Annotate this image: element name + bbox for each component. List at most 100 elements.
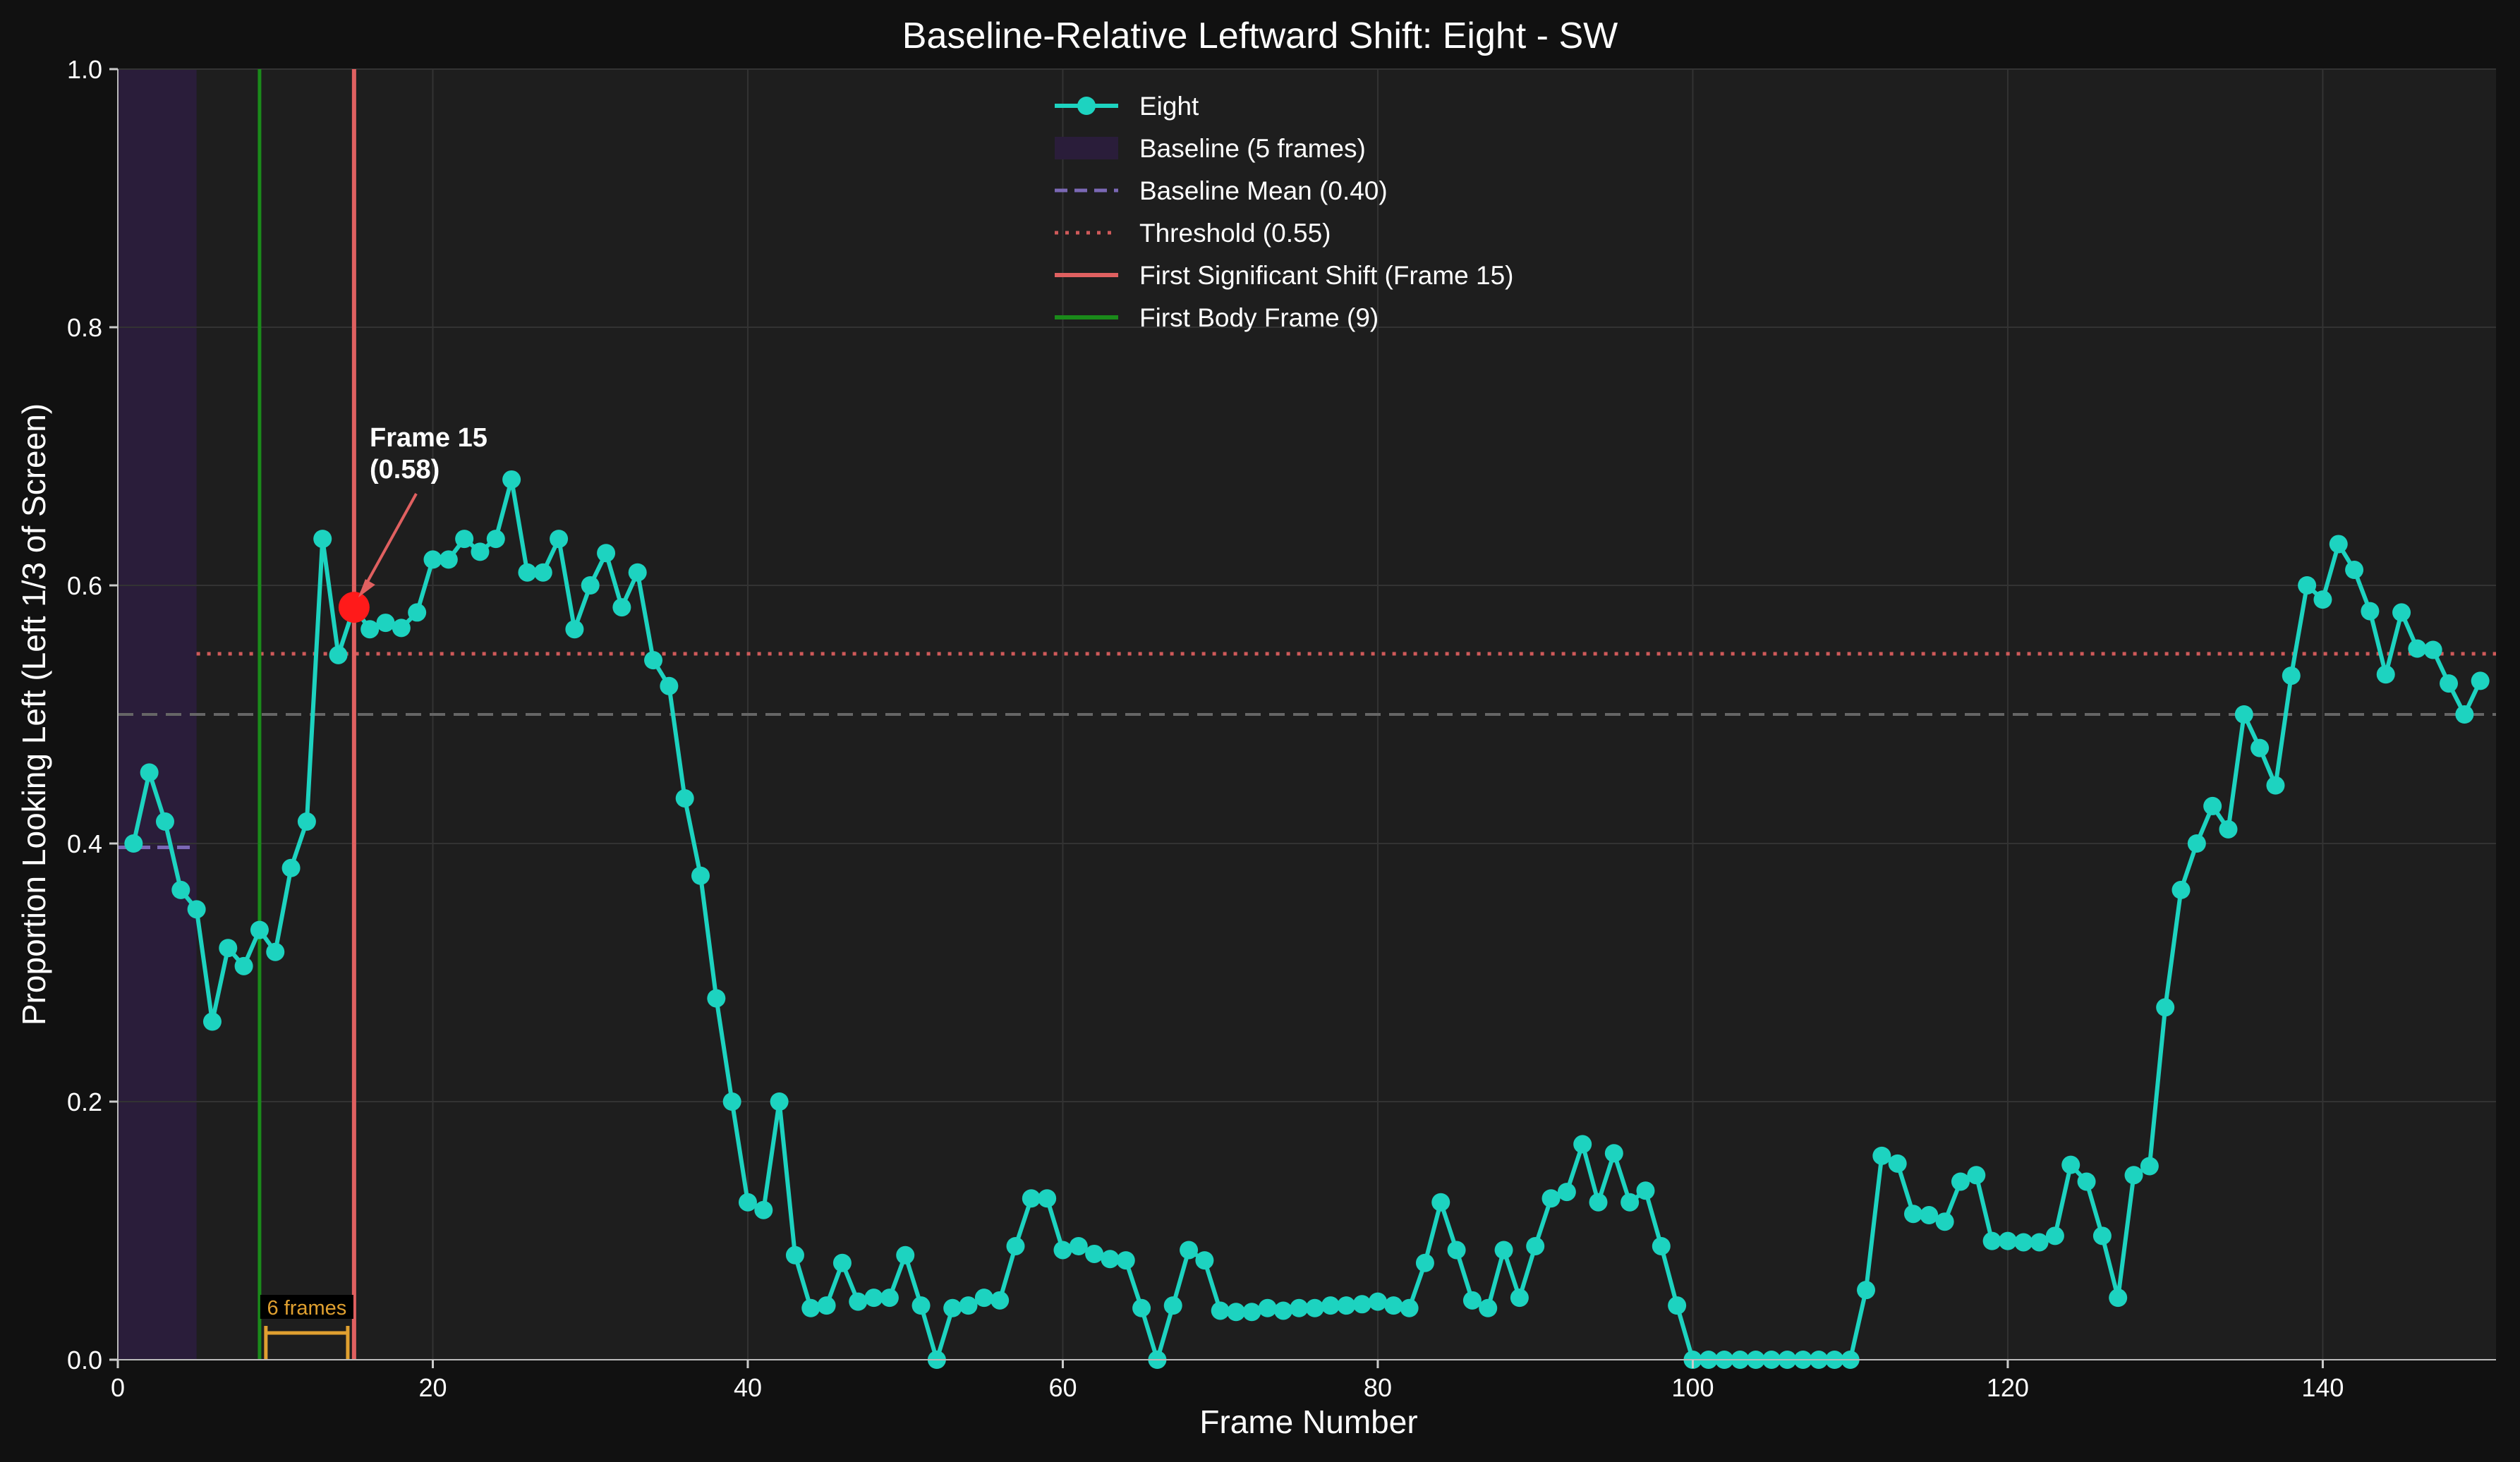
data-point [565,620,584,639]
data-point [2092,1226,2112,1245]
data-point [2045,1226,2064,1245]
data-point [1982,1231,2001,1250]
data-point [1384,1296,1403,1315]
shift-annotation-label: Frame 15 [370,423,487,453]
data-point [1431,1193,1450,1212]
data-point [392,619,411,638]
data-point [2423,640,2442,659]
data-point [2156,998,2175,1017]
data-point [1069,1236,1088,1255]
data-point [1305,1298,1324,1317]
data-point [1479,1298,1498,1317]
data-point [2234,705,2253,724]
data-point [1211,1301,1230,1320]
data-point [1400,1298,1419,1317]
data-point [219,939,238,958]
data-point [754,1200,773,1219]
data-point [297,812,316,831]
data-point [1920,1206,1939,1225]
data-point [455,530,474,549]
data-point [2014,1233,2033,1252]
data-point [1668,1296,1687,1315]
data-point [2140,1157,2159,1176]
data-point [722,1092,741,1111]
data-point [376,614,395,633]
data-point [943,1298,962,1317]
data-point [1526,1236,1545,1255]
data-point [1462,1291,1482,1310]
shift-annotation-value: (0.58) [370,455,440,485]
data-point [486,530,505,549]
legend-label: Eight [1139,92,1199,121]
data-point [785,1245,804,1265]
data-point [281,858,301,877]
data-point [801,1298,820,1317]
data-point [1573,1135,1592,1154]
data-point [880,1289,899,1308]
data-point [991,1291,1010,1310]
data-point [974,1289,993,1308]
legend-label: First Significant Shift (Frame 15) [1139,261,1513,290]
data-point [1636,1181,1655,1200]
data-point [2282,666,2301,686]
data-point [2329,535,2348,554]
data-point [1180,1241,1199,1260]
data-point [2266,776,2285,795]
data-point [140,763,159,782]
data-point [2077,1172,2096,1191]
first-shift-marker [338,592,370,623]
annotation-arrow [360,493,418,595]
data-point [770,1092,789,1111]
data-point [2313,590,2332,609]
data-point [1321,1296,1340,1315]
data-point [202,1012,222,1031]
data-point [675,788,694,808]
data-point [1274,1301,1293,1320]
data-point [1290,1298,1309,1317]
legend-label: Threshold (0.55) [1139,219,1331,248]
data-point [408,603,427,622]
data-point [896,1245,915,1265]
data-point [612,598,631,617]
legend-label: Baseline (5 frames) [1139,134,1366,163]
axes: 0 20 40 60 80 100 120 140 0.0 0.2 0.4 0.6 0.8 1.0 [67,55,2496,1402]
x-tick-label: 20 [418,1373,447,1402]
data-point [2440,674,2459,693]
data-point [2061,1155,2080,1174]
data-point [2455,705,2474,724]
data-point [502,470,521,489]
data-point [1447,1241,1466,1260]
annotations: Frame 15(0.58) 6 frames [260,423,487,1360]
x-tick-label: 100 [1671,1373,1714,1402]
data-point [628,563,647,582]
data-point [2392,603,2411,622]
data-point [1967,1166,1986,1185]
data-point [2109,1289,2128,1308]
data-point [1621,1193,1640,1212]
y-tick-label: 1.0 [67,55,102,84]
data-point [1006,1236,1025,1255]
y-tick-label: 0.4 [67,829,102,858]
legend-label: First Body Frame (9) [1139,303,1379,332]
data-point [1116,1251,1135,1270]
data-point [171,880,190,899]
data-point [581,576,600,595]
y-axis-label: Proportion Looking Left (Left 1/3 of Scr… [16,403,52,1025]
data-point [155,812,174,831]
data-point [1510,1289,1529,1308]
annotation-arrowhead [358,579,375,598]
legend-swatch-marker [1077,97,1096,115]
y-tick-label: 0.8 [67,313,102,342]
data-point [1872,1146,1891,1165]
x-tick-label: 0 [111,1373,125,1402]
data-point [691,866,710,885]
data-point [1195,1251,1214,1270]
data-point [1903,1205,1922,1224]
legend-label: Baseline Mean (0.40) [1139,176,1388,205]
data-point [1352,1295,1371,1314]
data-point [1951,1172,1970,1191]
data-point [1857,1281,1876,1300]
y-tick-label: 0.0 [67,1346,102,1375]
data-point [1337,1296,1356,1315]
